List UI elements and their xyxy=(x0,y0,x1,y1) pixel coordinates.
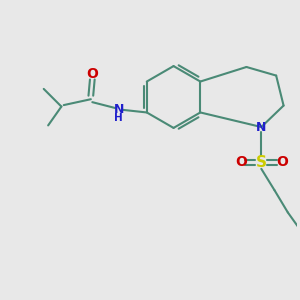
Text: N: N xyxy=(114,103,124,116)
Text: H: H xyxy=(114,113,123,123)
Text: O: O xyxy=(235,155,247,169)
Text: N: N xyxy=(256,121,266,134)
Text: O: O xyxy=(276,155,288,169)
Text: S: S xyxy=(256,155,267,170)
Text: O: O xyxy=(86,67,98,81)
